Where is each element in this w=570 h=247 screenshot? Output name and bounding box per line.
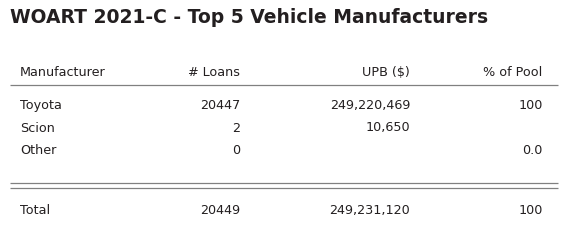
Text: 249,220,469: 249,220,469 xyxy=(329,99,410,111)
Text: Other: Other xyxy=(20,144,56,158)
Text: 249,231,120: 249,231,120 xyxy=(329,204,410,217)
Text: WOART 2021-C - Top 5 Vehicle Manufacturers: WOART 2021-C - Top 5 Vehicle Manufacture… xyxy=(10,8,488,27)
Text: Scion: Scion xyxy=(20,122,55,135)
Text: 10,650: 10,650 xyxy=(365,122,410,135)
Text: 2: 2 xyxy=(232,122,240,135)
Text: Total: Total xyxy=(20,204,50,217)
Text: 100: 100 xyxy=(518,204,543,217)
Text: Toyota: Toyota xyxy=(20,99,62,111)
Text: % of Pool: % of Pool xyxy=(483,65,543,79)
Text: Manufacturer: Manufacturer xyxy=(20,65,105,79)
Text: 20447: 20447 xyxy=(200,99,240,111)
Text: # Loans: # Loans xyxy=(188,65,240,79)
Text: 20449: 20449 xyxy=(200,204,240,217)
Text: 0: 0 xyxy=(232,144,240,158)
Text: 100: 100 xyxy=(518,99,543,111)
Text: 0.0: 0.0 xyxy=(522,144,543,158)
Text: UPB ($): UPB ($) xyxy=(363,65,410,79)
